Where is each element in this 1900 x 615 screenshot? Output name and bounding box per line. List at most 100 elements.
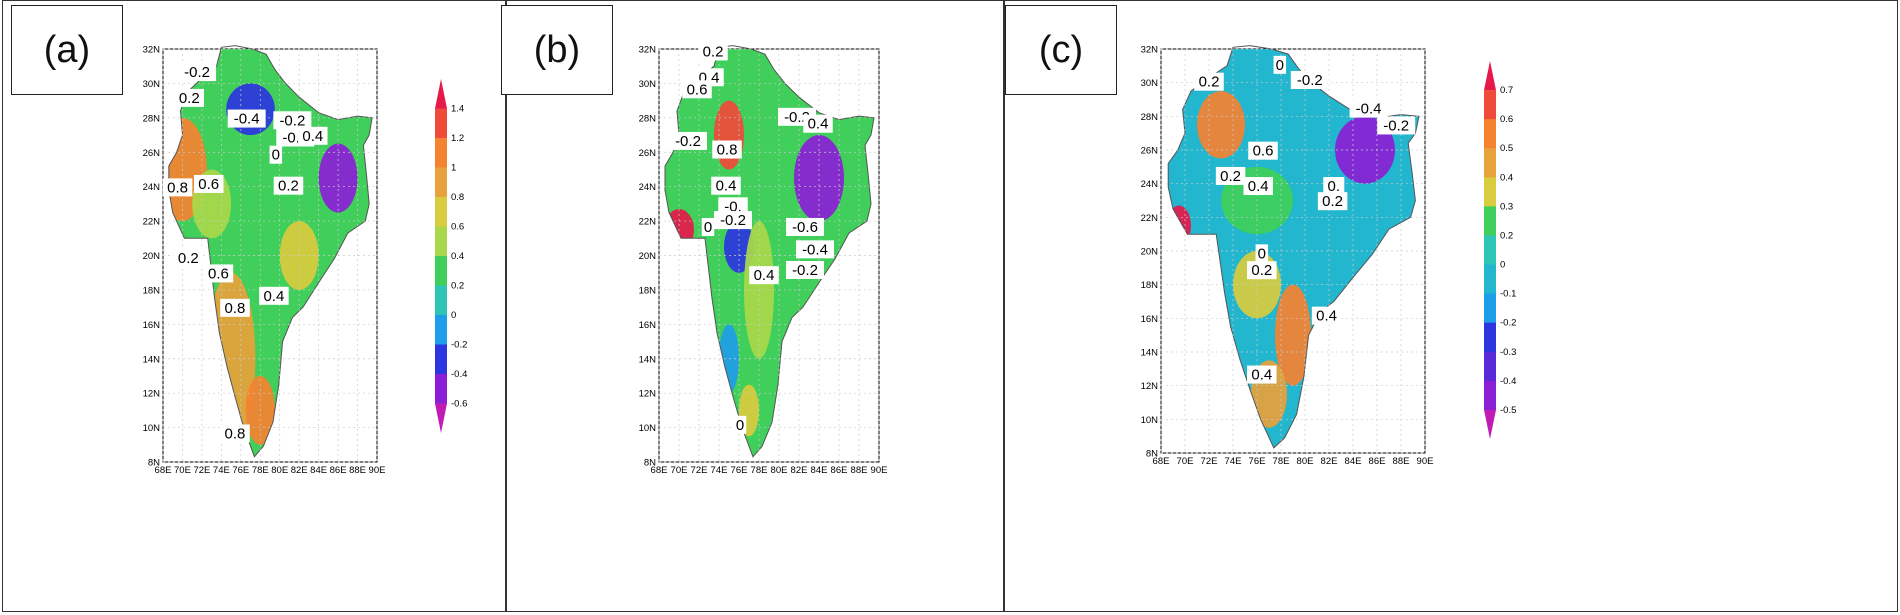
x-tick-label: 82E [1321,456,1338,467]
colorbar-label: -0.1 [1500,289,1516,300]
x-tick-label: 86E [330,465,347,476]
y-tick-label: 18N [1141,280,1159,291]
x-tick-label: 80E [271,465,288,476]
y-tick-label: 28N [143,113,161,124]
contour-label: 0.8 [225,300,246,317]
contour-label-bg [298,126,328,145]
colorbar-segment [1484,235,1496,266]
colorbar-segment [1484,351,1496,382]
x-tick-label: 72E [193,465,210,476]
y-tick-label: 24N [143,182,161,193]
y-tick-label: 18N [639,285,657,296]
panel-a: (a) 68E 70E 72E 74E 76E 78E 80E 82E 84E 86E 88E 90E… [2,0,506,612]
contour-label-bg [803,114,833,133]
contour-label-bg [220,298,250,317]
contour-label: 0.8 [167,179,188,196]
contour-label: 0.6 [198,176,219,193]
colorbar-segment [1484,90,1496,120]
x-tick-label: 76E [232,465,249,476]
colorbar-label: 1.4 [451,104,464,115]
contour-label-bg [796,240,834,259]
y-tick-label: 8N [148,458,160,469]
x-tick-label: 72E [691,465,708,476]
contour-label: 0.2 [179,90,200,107]
chart-c: 68E 70E 72E 74E 76E 78E 80E 82E 84E 86E 88E 90E 8N 10… [1141,45,1517,468]
contour-label-bg [711,176,741,195]
colorbar-segment [435,138,447,168]
panel-label-c: (c) [1005,5,1117,95]
x-tick-label: 80E [771,465,788,476]
x-tick-label: 88E [851,465,868,476]
contour-label-bg [1311,306,1342,325]
y-tick-label: 26N [639,148,657,159]
colorbar-segment [435,226,447,257]
chart-b: 68E 70E 72E 74E 76E 78E 80E 82E 84E 86E 88E 90E 8N 10… [639,42,887,476]
x-tick-label: 78E [751,465,768,476]
x-tick-label: 78E [1273,456,1290,467]
colorbar-segment [1484,177,1496,207]
y-tick-label: 10N [1141,415,1159,426]
colorbar-segment [435,315,447,345]
x-tick-label: 86E [1369,456,1386,467]
y-tick-label: 20N [639,251,657,262]
y-tick-label: 26N [143,148,161,159]
y-tick-label: 32N [1141,45,1159,56]
contour-label-bg [273,111,312,130]
x-tick-label: 70E [671,465,688,476]
contour-label: 0.2 [1322,193,1343,210]
y-tick-label: 20N [143,251,161,262]
colorbar-segment [1484,119,1496,149]
colorbar-label: 0.5 [1500,143,1513,154]
contour-label: 0 [1276,57,1284,74]
contour-label: 0.2 [1199,74,1220,91]
y-tick-label: 16N [143,320,161,331]
panel-label-a: (a) [11,5,123,95]
y-tick-label: 22N [143,217,161,228]
contour-label-bg [1215,166,1246,185]
y-tick-label: 12N [1141,381,1159,392]
colorbar-label: 0.6 [451,222,464,233]
x-tick-label: 76E [731,465,748,476]
contour-label-bg [733,415,747,434]
contour-label-bg [718,197,748,216]
contour-label-bg [1349,99,1388,118]
y-tick-label: 8N [644,458,656,469]
coastline [664,45,875,458]
contour-label-bg [712,140,742,159]
colorbar-cap-top [435,79,447,109]
contour-label-bg [162,178,193,197]
contour-label: 0 [272,147,280,164]
contour-label: -0.2 [675,133,701,150]
x-tick-label: 70E [1177,456,1194,467]
colorbar-segment [1484,322,1496,353]
contour-label-bg [227,109,266,128]
contour-label: -0. [724,198,742,215]
colorbar-segment [1484,380,1496,411]
colorbar-label: 0.6 [1500,114,1513,125]
y-tick-label: 10N [639,423,657,434]
contour-label: 0.6 [687,81,708,98]
chart-a: 68E 70E 72E 74E 76E 78E 80E 82E 84E 86E 88E 90E8N10… [143,45,468,477]
colorbar-label: 0.4 [1500,172,1513,183]
contour-label-bg [1247,365,1277,384]
colorbar-segment [435,108,447,139]
contour-label: -0.4 [234,111,260,128]
y-tick-label: 14N [1141,348,1159,359]
colorbar-label: 0 [451,310,456,321]
contour-label-bg [682,80,712,99]
contour-label-bg [1255,244,1269,263]
contour-label-bg [173,248,204,267]
contour-label: 0.2 [178,250,199,267]
colorbar-label: -0.5 [1500,405,1516,416]
colorbar-cap-bottom [435,403,447,433]
contour-label-bg [178,63,217,82]
contour-label: 0 [704,219,712,236]
y-tick-label: 26N [1141,146,1159,157]
y-tick-label: 22N [639,217,657,228]
colorbar-label: -0.4 [451,369,467,380]
colorbar-label: 0.8 [451,192,464,203]
contour-label-bg [786,260,824,279]
contour-label-bg [1243,177,1273,196]
colorbar-label: 0.4 [451,251,464,262]
y-tick-label: 14N [143,354,161,365]
